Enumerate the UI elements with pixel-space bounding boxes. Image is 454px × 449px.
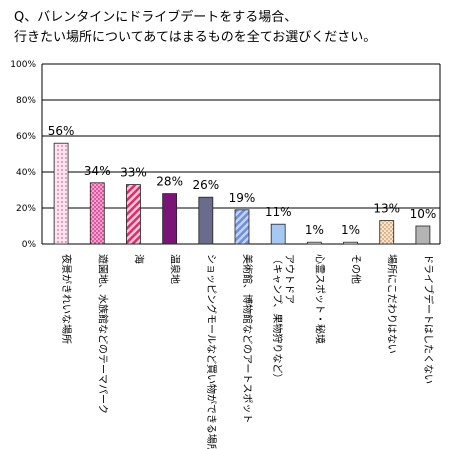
category-label-line: （キャンプ、果物狩りなど） [271,254,284,383]
category-label-line: 心霊スポット・秘境 [313,254,326,344]
category-label: 夜景がきれいな場所 [60,254,73,344]
category-label: 美術館、博物館などのアートスポット [241,254,254,423]
y-tick-label: 100% [10,60,36,70]
data-label: 19% [229,191,256,205]
category-label: ショッピングモールなど買い物ができる場所 [205,254,218,449]
data-label: 1% [305,223,324,237]
category-label-line: ドライブデートはしたくない [422,254,435,384]
category-label-line: 夜景がきれいな場所 [60,254,73,344]
category-label-line: その他 [350,254,363,284]
category-label: アウトドア（キャンプ、果物狩りなど） [271,254,295,383]
bar [270,223,286,245]
category-label: 海 [132,254,145,264]
category-label: 場所にこだわりはない [386,254,399,354]
category-label: ドライブデートはしたくない [422,254,435,384]
category-label: 心霊スポット・秘境 [313,254,326,344]
data-label: 1% [341,223,360,237]
category-label-line: 遊園地、水族館などのテーマパーク [96,254,109,414]
category-label: その他 [350,254,363,284]
category-label-line: 場所にこだわりはない [386,254,399,354]
y-tick-label: 0% [22,240,37,250]
bar [415,225,431,245]
bar [198,196,214,245]
category-label: 温泉地 [169,254,182,284]
data-label: 26% [192,178,219,192]
data-label: 11% [265,205,292,219]
data-label: 28% [156,175,183,189]
y-tick-label: 40% [16,168,36,178]
bar [379,220,395,245]
category-label-line: ショッピングモールなど買い物ができる場所 [205,254,218,449]
category-label-line: 温泉地 [169,254,182,284]
data-label: 33% [120,166,147,180]
bar [343,241,358,245]
bar [162,193,178,245]
category-label-line: アウトドア [283,254,295,304]
bar [234,209,250,245]
data-label: 10% [410,207,437,221]
category-label: 遊園地、水族館などのテーマパーク [96,254,109,414]
y-tick-label: 20% [16,204,36,214]
bar [89,182,105,245]
category-label-line: 海 [132,254,145,264]
data-label: 34% [84,164,111,178]
bar [126,184,141,245]
y-tick-label: 80% [16,96,36,106]
category-label-line: 美術館、博物館などのアートスポット [241,254,254,423]
data-label: 13% [373,202,400,216]
chart-title: Q、バレンタインにドライブデートをする場合、 行きたい場所についてあてはまるもの… [14,10,377,45]
data-label: 56% [48,124,75,138]
bar [306,241,322,245]
bar [53,142,69,245]
y-tick-label: 60% [16,132,36,142]
